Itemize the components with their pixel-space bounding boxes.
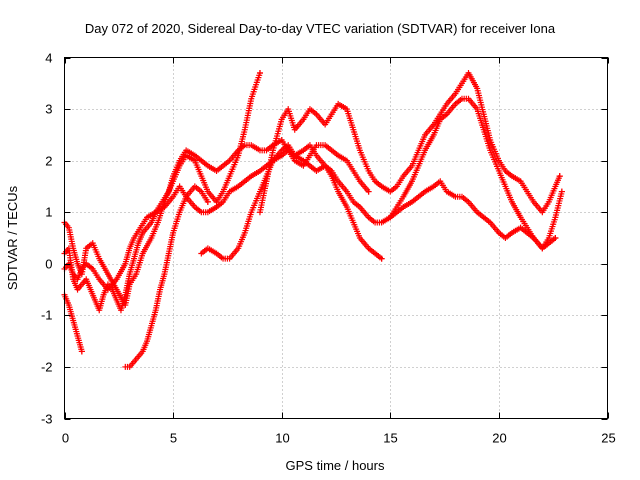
x-tick-label: 0 (62, 431, 69, 446)
chart-title: Day 072 of 2020, Sidereal Day-to-day VTE… (85, 21, 556, 36)
x-axis-label: GPS time / hours (286, 458, 385, 473)
data-point (256, 69, 263, 76)
data-point (558, 188, 565, 195)
y-axis-label: SDTVAR / TECUs (5, 185, 20, 290)
y-tick-label: -1 (41, 308, 53, 323)
x-tick-label: 25 (601, 431, 615, 446)
x-tick-label: 20 (492, 431, 506, 446)
series-4 (61, 291, 85, 355)
y-tick-label: -2 (41, 360, 53, 375)
series-8 (387, 95, 565, 252)
y-tick-label: 3 (45, 102, 52, 117)
y-tick-label: 1 (45, 205, 52, 220)
plot-frame (64, 57, 608, 419)
series-2 (61, 69, 263, 309)
data-point (556, 173, 563, 180)
y-tick-label: -3 (41, 412, 53, 427)
x-tick-label: 5 (170, 431, 177, 446)
y-tick-label: 0 (45, 257, 52, 272)
data-point (552, 235, 559, 241)
series-6 (198, 142, 385, 262)
data-point (204, 198, 211, 205)
x-tick-label: 15 (383, 431, 397, 446)
series-7 (256, 69, 563, 216)
data-point (78, 348, 85, 355)
axis-ticks: 0 5 10 15 20 25 -3 -2 -1 0 1 2 3 4 (41, 51, 616, 446)
series-5 (122, 183, 211, 370)
y-tick-label: 4 (45, 51, 52, 66)
data-points (61, 69, 565, 370)
y-tick-label: 2 (45, 154, 52, 169)
data-point (365, 188, 372, 195)
data-point (378, 255, 385, 262)
x-tick-label: 10 (275, 431, 289, 446)
